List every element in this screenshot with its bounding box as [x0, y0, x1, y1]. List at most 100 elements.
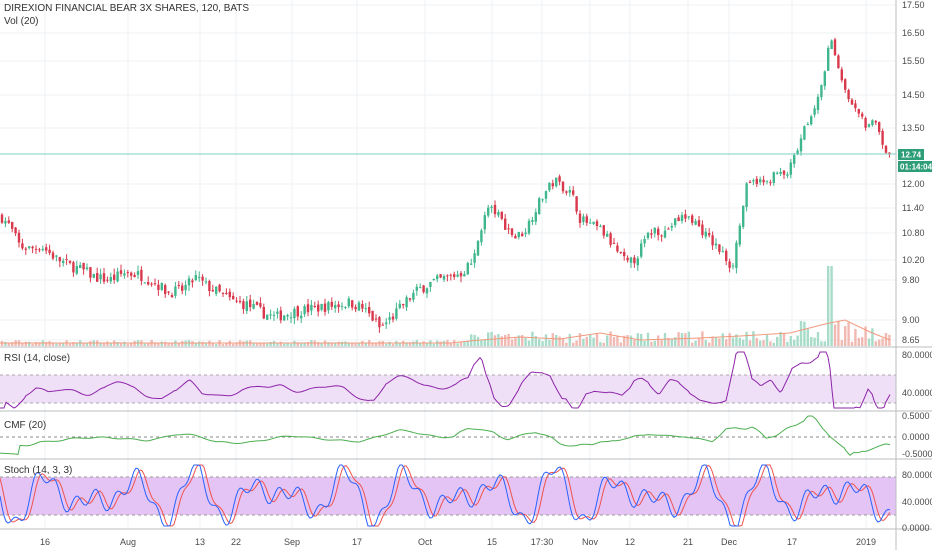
volume-bar-186 [633, 339, 636, 346]
candle-body-51 [174, 286, 177, 296]
candle-body-18 [62, 260, 65, 264]
volume-bar-11 [38, 342, 41, 346]
volume-bar-158 [538, 339, 541, 346]
candle-body-117 [398, 303, 401, 309]
volume-bar-60 [204, 342, 208, 346]
y-tick-label-10: 9.80 [902, 275, 920, 285]
candle-body-218 [742, 205, 745, 227]
candle-body-114 [388, 317, 391, 320]
x-axis[interactable]: 16 Aug 13 22 Sep 17 Oct 15 17:30 Nov 12 21 Dec 17 2019 [40, 537, 876, 547]
candle-body-66 [225, 292, 228, 295]
volume-bar-181 [616, 335, 619, 346]
stoch-k-line [0, 464, 891, 527]
volume-bar-97 [330, 342, 333, 346]
candle-body-21 [72, 262, 75, 273]
candle-body-15 [51, 252, 55, 259]
candle-body-50 [170, 295, 174, 298]
candle-body-134 [456, 274, 459, 277]
candle-body-89 [303, 306, 306, 315]
volume-bar-214 [728, 333, 731, 346]
volume-legend[interactable]: Vol (20) [4, 16, 39, 27]
volume-bar-205 [697, 338, 701, 346]
candle-body-204 [694, 220, 697, 225]
volume-bar-242 [823, 341, 826, 346]
candle-body-113 [385, 322, 388, 325]
volume-bar-250 [850, 341, 854, 346]
candle-body-109 [371, 310, 374, 321]
volume-bar-177 [602, 342, 605, 346]
y-tick-label-11: 9.00 [902, 315, 920, 325]
volume-bar-165 [561, 338, 565, 346]
candle-body-133 [453, 274, 456, 278]
volume-bar-162 [551, 333, 554, 346]
candle-body-103 [351, 300, 354, 308]
candle-body-242 [823, 71, 826, 87]
candle-body-152 [517, 232, 520, 238]
candle-body-86 [293, 308, 296, 319]
stoch-legend[interactable]: Stoch (14, 3, 3) [4, 465, 73, 476]
x-tick-label-4: Sep [284, 537, 300, 547]
candle-body-236 [803, 126, 806, 140]
candle-body-124 [422, 285, 425, 293]
volume-bar-31 [106, 341, 109, 346]
candle-body-90 [306, 304, 310, 313]
volume-bar-65 [221, 343, 225, 346]
volume-bar-17 [58, 343, 61, 346]
candle-body-145 [493, 204, 497, 215]
candle-body-65 [221, 292, 225, 294]
y-tick-label-7: 11.40 [902, 203, 924, 213]
candle-body-260 [884, 145, 888, 153]
y-tick-label-3: 14.50 [902, 90, 925, 100]
rsi-legend[interactable]: RSI (14, close) [4, 353, 71, 364]
volume-bar-151 [514, 337, 517, 346]
candle-body-244 [830, 40, 833, 50]
candle-body-80 [272, 314, 276, 316]
candle-body-82 [279, 310, 282, 321]
volume-bar-170 [578, 333, 582, 346]
volume-bar-227 [772, 342, 775, 346]
candle-body-19 [65, 258, 68, 260]
candle-body-240 [816, 96, 820, 110]
candle-body-170 [578, 213, 582, 223]
candle-body-123 [419, 287, 422, 289]
volume-bar-8 [28, 341, 31, 346]
indicator-axis-label-5: 80.0000 [902, 470, 932, 480]
volume-bar-156 [531, 331, 534, 346]
x-tick-label-2: 13 [195, 537, 205, 547]
price-tag-box [898, 149, 924, 160]
cmf-legend[interactable]: CMF (20) [4, 420, 47, 431]
volume-bar-109 [371, 342, 374, 346]
x-tick-label-12: Dec [721, 537, 738, 547]
candle-body-125 [425, 288, 429, 294]
volume-bar-223 [759, 340, 762, 346]
volume-bar-184 [626, 335, 629, 346]
volume-bar-112 [381, 341, 384, 346]
candle-body-222 [755, 178, 758, 185]
volume-bar-160 [544, 334, 548, 346]
candle-body-158 [538, 198, 541, 215]
volume-bar-6 [21, 343, 24, 346]
candle-body-39 [133, 274, 136, 278]
symbol-legend[interactable]: DIREXION FINANCIAL BEAR 3X SHARES, 120, … [4, 3, 250, 14]
candle-body-196 [667, 228, 670, 230]
candle-body-60 [204, 281, 208, 283]
rsi-line [0, 351, 891, 409]
candle-body-46 [157, 284, 160, 290]
volume-bar-53 [181, 341, 184, 346]
volume-bar-102 [347, 342, 350, 346]
candle-body-165 [561, 181, 565, 192]
volume-bar-49 [167, 342, 170, 346]
candle-body-217 [738, 225, 741, 245]
y-axis[interactable]: 17.50 16.50 15.50 14.50 13.50 12.00 11.40 10.80… [898, 0, 932, 533]
volume-bar-16 [55, 343, 58, 346]
volume-bar-211 [718, 338, 721, 346]
candle-body-210 [714, 243, 718, 246]
candle-body-254 [864, 118, 867, 128]
cmf-pane [0, 415, 896, 456]
volume-bar-145 [493, 335, 497, 346]
volume-bar-123 [419, 342, 422, 346]
candle-body-226 [769, 182, 772, 184]
candle-body-20 [68, 260, 72, 263]
volume-bars [0, 266, 891, 346]
